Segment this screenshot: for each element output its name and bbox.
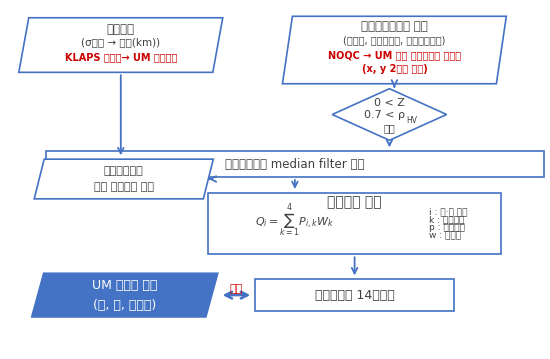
Text: $Q_i=\sum_{k=1}^{4}P_{i,k}W_k$: $Q_i=\sum_{k=1}^{4}P_{i,k}W_k$ xyxy=(255,203,334,240)
Text: p : 소속정도: p : 소속정도 xyxy=(429,223,465,232)
Polygon shape xyxy=(283,16,507,84)
Text: 이중편파레이더 변수: 이중편파레이더 변수 xyxy=(361,20,428,33)
Text: i : 눈·비 유형: i : 눈·비 유형 xyxy=(429,207,468,216)
Bar xyxy=(208,193,502,255)
Text: (비, 눈, 싸락눈): (비, 눈, 싸락눈) xyxy=(93,299,156,312)
Text: (반사도, 차등반사도, 교차상관계수): (반사도, 차등반사도, 교차상관계수) xyxy=(343,35,446,45)
Bar xyxy=(46,151,543,177)
Polygon shape xyxy=(19,18,223,72)
Text: 제거: 제거 xyxy=(383,123,395,134)
Text: HV: HV xyxy=(406,116,417,125)
Polygon shape xyxy=(32,273,218,317)
Text: 퍼지기법 적용: 퍼지기법 적용 xyxy=(327,195,382,209)
Text: k : 입력변수: k : 입력변수 xyxy=(429,215,465,224)
Text: 이중편파변수: 이중편파변수 xyxy=(104,166,144,176)
Text: w : 가중치: w : 가중치 xyxy=(429,231,461,240)
Text: 온도자료: 온도자료 xyxy=(107,23,135,36)
Text: KLAPS 분석장→ UM 온도자료: KLAPS 분석장→ UM 온도자료 xyxy=(64,52,177,62)
Text: 0 < Z: 0 < Z xyxy=(374,98,405,108)
Text: (σ레벨 → 고도(km)): (σ레벨 → 고도(km)) xyxy=(81,37,161,47)
Polygon shape xyxy=(34,159,213,199)
Bar xyxy=(255,279,454,311)
Polygon shape xyxy=(332,89,447,140)
Text: UM 수상체 결과: UM 수상체 결과 xyxy=(92,279,157,292)
Text: 이중편파변수 median filter 적용: 이중편파변수 median filter 적용 xyxy=(225,158,365,171)
Text: NOQC → UM 기반 시뮬레이터 산출물: NOQC → UM 기반 시뮬레이터 산출물 xyxy=(328,50,461,60)
Text: 0.7 < ρ: 0.7 < ρ xyxy=(364,111,405,121)
Text: 대기수상체 14종분류: 대기수상체 14종분류 xyxy=(315,289,394,302)
Text: 범위 온도자료 내삽: 범위 온도자료 내삽 xyxy=(94,182,154,192)
Text: 비교: 비교 xyxy=(230,284,243,294)
Text: (x, y 2차원 격자): (x, y 2차원 격자) xyxy=(361,64,427,74)
